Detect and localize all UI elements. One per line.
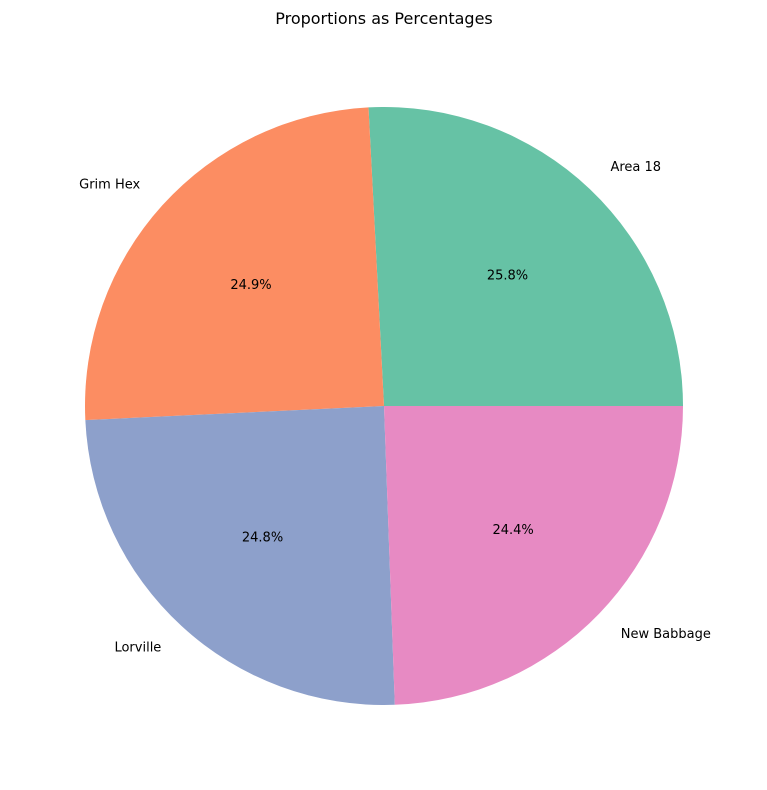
- slice-labels: Area 18 25.8% Grim Hex 24.9% Lorville 24.8% Ne…: [79, 160, 711, 656]
- pct-label-lorville: 24.8%: [242, 531, 283, 546]
- slice-label-grim-hex: Grim Hex: [79, 178, 140, 193]
- pct-label-grim-hex: 24.9%: [230, 278, 271, 293]
- pct-label-new-babbage: 24.4%: [492, 523, 533, 538]
- pie-slice-area-18: [368, 107, 683, 406]
- slice-label-new-babbage: New Babbage: [621, 627, 711, 642]
- pie-slice-lorville: [85, 406, 395, 705]
- chart-title: Proportions as Percentages: [275, 9, 493, 28]
- slice-label-lorville: Lorville: [114, 641, 161, 656]
- pct-label-area-18: 25.8%: [487, 268, 528, 283]
- pie-slices: [85, 107, 683, 705]
- pie-slice-grim-hex: [85, 107, 385, 421]
- slice-label-area-18: Area 18: [610, 160, 661, 175]
- pie-slice-new-babbage: [384, 406, 683, 705]
